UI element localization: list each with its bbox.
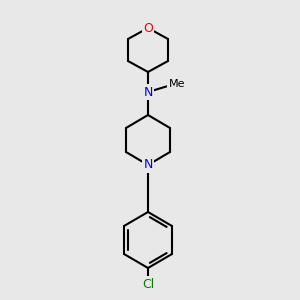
Text: O: O xyxy=(143,22,153,34)
Text: Cl: Cl xyxy=(142,278,154,290)
Text: N: N xyxy=(143,158,153,172)
Text: N: N xyxy=(143,85,153,98)
Text: Me: Me xyxy=(169,79,185,89)
